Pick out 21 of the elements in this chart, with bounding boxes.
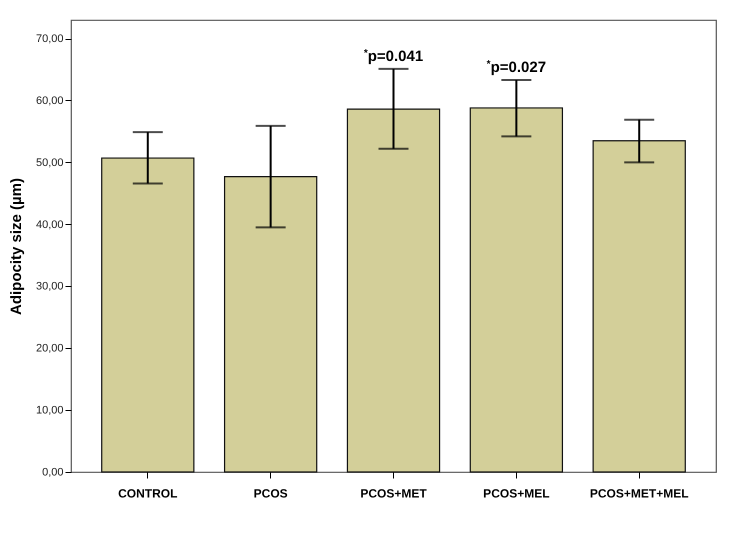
x-tick-label: PCOS+MET+MEL — [590, 486, 689, 500]
y-tick-label: 30,00 — [36, 280, 64, 293]
y-axis-title: Adipocity size (µm) — [8, 178, 25, 315]
y-tick-label: 20,00 — [36, 342, 64, 355]
x-tick-label: CONTROL — [118, 486, 178, 500]
bar — [346, 108, 440, 473]
x-tick-label: PCOS+MET — [360, 486, 428, 500]
annotation: $^{*}$p=0.027 — [486, 58, 546, 76]
bar — [470, 107, 564, 473]
y-tick-label: 60,00 — [36, 94, 64, 107]
x-tick-label: PCOS — [254, 486, 288, 500]
bar — [101, 157, 194, 473]
y-tick-label: 70,00 — [36, 33, 64, 46]
y-tick-label: 0,00 — [42, 466, 64, 478]
y-tick-label: 50,00 — [36, 156, 64, 169]
y-tick-label: 10,00 — [36, 404, 64, 417]
bar — [224, 176, 318, 473]
bar — [592, 140, 686, 473]
y-tick-label: 40,00 — [36, 218, 64, 231]
annotation: $^{*}$p=0.041 — [364, 47, 424, 65]
x-tick-label: PCOS+MEL — [483, 486, 550, 500]
